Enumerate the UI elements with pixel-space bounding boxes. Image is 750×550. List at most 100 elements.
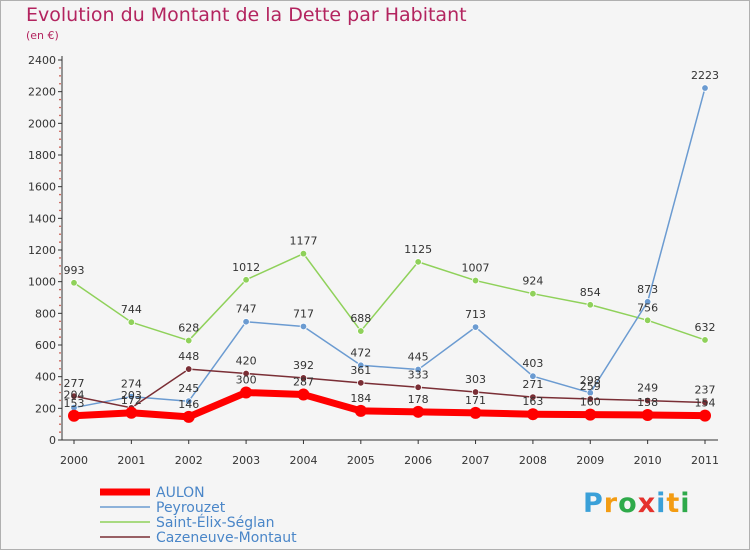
data-point bbox=[125, 406, 138, 419]
data-point bbox=[299, 249, 308, 258]
legend-label: AULON bbox=[156, 485, 205, 501]
data-label: 873 bbox=[637, 283, 658, 296]
series-line bbox=[73, 368, 706, 409]
series-aulon bbox=[68, 386, 711, 423]
y-minor-tick bbox=[59, 106, 61, 109]
data-point bbox=[357, 327, 365, 335]
data-label: 445 bbox=[408, 351, 429, 364]
data-point bbox=[529, 393, 537, 401]
data-point bbox=[529, 290, 537, 298]
y-tick-label: 0 bbox=[49, 434, 56, 447]
data-label: 924 bbox=[522, 275, 543, 288]
data-point bbox=[70, 392, 78, 400]
data-point bbox=[185, 336, 193, 345]
data-label: 472 bbox=[350, 346, 371, 359]
data-label: 333 bbox=[408, 368, 429, 381]
data-point bbox=[68, 409, 80, 422]
data-point bbox=[182, 410, 195, 423]
y-minor-tick bbox=[59, 146, 61, 148]
x-tick-label: 2003 bbox=[232, 454, 260, 467]
data-point bbox=[185, 397, 193, 405]
y-minor-tick bbox=[59, 296, 61, 299]
data-point bbox=[414, 365, 422, 374]
legend-label: Cazeneuve-Montaut bbox=[156, 530, 297, 546]
y-minor-tick bbox=[59, 399, 61, 402]
y-minor-tick bbox=[59, 233, 61, 235]
data-label: 271 bbox=[522, 378, 543, 391]
y-tick-label: 1200 bbox=[28, 244, 56, 257]
data-label: 448 bbox=[178, 350, 199, 363]
y-minor-tick bbox=[59, 67, 61, 69]
data-label: 2223 bbox=[691, 69, 719, 82]
data-point bbox=[127, 318, 136, 326]
data-point bbox=[701, 84, 709, 92]
data-label: 259 bbox=[580, 380, 601, 393]
data-label: 744 bbox=[121, 303, 142, 316]
data-label: 688 bbox=[350, 312, 371, 325]
y-minor-tick bbox=[59, 304, 61, 307]
logo-letter: o bbox=[618, 488, 638, 519]
y-tick-label: 2400 bbox=[28, 54, 56, 67]
data-point bbox=[471, 276, 480, 285]
y-minor-tick bbox=[59, 367, 61, 370]
data-label: 1012 bbox=[232, 261, 260, 274]
x-tick-label: 2010 bbox=[634, 454, 662, 467]
data-point bbox=[643, 316, 652, 324]
y-minor-tick bbox=[59, 193, 61, 196]
data-label: 1177 bbox=[289, 235, 317, 248]
y-minor-tick bbox=[59, 177, 61, 180]
y-minor-tick bbox=[59, 336, 61, 338]
data-point bbox=[242, 369, 250, 378]
data-label: 1125 bbox=[404, 243, 432, 256]
data-point bbox=[471, 323, 480, 331]
logo-letter: i bbox=[656, 488, 667, 519]
series-peyrouzet bbox=[70, 84, 709, 412]
chart-axes: 0 200 400 600 800 1000 1200 1400 1600 1800 2000 220… bbox=[28, 54, 719, 467]
data-label: 1007 bbox=[462, 262, 490, 275]
x-tick-label: 2008 bbox=[519, 454, 547, 467]
data-point bbox=[586, 301, 594, 309]
data-label: 756 bbox=[637, 301, 658, 314]
data-point bbox=[299, 374, 308, 382]
data-point bbox=[185, 365, 193, 373]
data-label: 628 bbox=[178, 322, 199, 335]
y-minor-tick bbox=[59, 82, 61, 85]
data-labels-layer: 993 744 628 1012 1177 688 1125 1007 924 854 756 632… bbox=[64, 69, 720, 411]
y-minor-tick bbox=[59, 209, 61, 212]
x-tick-label: 2009 bbox=[576, 454, 604, 467]
y-minor-tick bbox=[59, 352, 61, 354]
data-label: 403 bbox=[522, 357, 543, 370]
data-label: 303 bbox=[465, 373, 486, 386]
y-minor-tick bbox=[59, 320, 61, 323]
series-saint-elix-seglan bbox=[70, 249, 709, 345]
data-label: 854 bbox=[580, 286, 601, 299]
data-label: 249 bbox=[637, 382, 658, 395]
y-minor-tick bbox=[59, 257, 61, 259]
y-tick-label: 200 bbox=[35, 402, 56, 415]
data-point bbox=[414, 383, 422, 391]
data-point bbox=[699, 409, 711, 422]
y-minor-tick bbox=[59, 328, 61, 330]
data-label: 713 bbox=[465, 308, 486, 321]
legend-label: Saint-Élix-Séglan bbox=[156, 514, 274, 531]
data-point bbox=[354, 404, 367, 417]
data-label: 717 bbox=[293, 307, 314, 320]
y-minor-tick bbox=[59, 391, 61, 394]
y-tick-label: 2000 bbox=[28, 117, 56, 130]
y-minor-tick bbox=[59, 360, 61, 362]
series-line bbox=[70, 389, 709, 421]
y-minor-tick bbox=[59, 415, 61, 418]
data-label: 245 bbox=[178, 382, 199, 395]
data-point bbox=[643, 298, 652, 306]
data-point bbox=[526, 408, 539, 421]
data-label: 298 bbox=[580, 374, 601, 387]
chart-legend: AULONPeyrouzetSaint-Élix-SéglanCazeneuve… bbox=[100, 485, 297, 546]
y-tick-label: 1600 bbox=[28, 181, 56, 194]
data-point bbox=[643, 396, 652, 405]
data-point bbox=[586, 395, 594, 403]
y-tick-label: 1000 bbox=[28, 276, 56, 289]
chart-subtitle: (en €) bbox=[26, 29, 59, 42]
legend-label: Peyrouzet bbox=[156, 500, 226, 516]
y-minor-tick bbox=[59, 75, 61, 77]
